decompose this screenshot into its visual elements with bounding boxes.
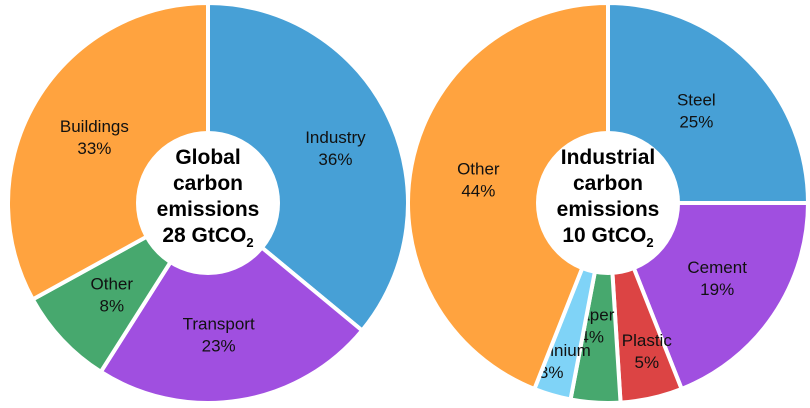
slice-value-industry: 36%	[318, 150, 352, 169]
center-title-line: carbon	[173, 172, 243, 195]
slice-value-other: 44%	[461, 181, 495, 200]
center-title-line: Global	[175, 146, 240, 169]
slice-industry	[206, 0, 410, 334]
slice-label-other: Other	[457, 159, 500, 178]
center-title-line: emissions	[157, 198, 260, 221]
slice-label-steel: Steel	[677, 91, 716, 110]
global-emissions-donut: Industry 36% Transport 23% Other 8% Buildings 3…	[6, 0, 410, 405]
slice-value-paper: 4%	[579, 328, 604, 347]
slice-value-cement: 19%	[700, 280, 734, 299]
slice-value-buildings: 33%	[77, 139, 111, 158]
center-title-line: carbon	[573, 172, 643, 195]
center-total: 28 GtCO2	[162, 224, 253, 250]
slice-other	[406, 0, 610, 392]
slice-label-transport: Transport	[183, 314, 255, 333]
slice-transport	[98, 200, 365, 405]
slice-value-aluminium: 3%	[539, 363, 564, 382]
slice-label-industry: Industry	[305, 128, 366, 147]
center-title-line: emissions	[557, 198, 660, 221]
slice-value-other: 8%	[99, 296, 124, 315]
slice-label-other: Other	[91, 274, 134, 293]
donut-hole	[136, 131, 280, 275]
slice-label-buildings: Buildings	[60, 117, 129, 136]
slice-label-plastic: Plastic	[622, 331, 673, 350]
slice-value-transport: 23%	[202, 336, 236, 355]
center-title-line: Industrial	[561, 146, 656, 169]
slice-label-cement: Cement	[687, 258, 747, 277]
slice-value-plastic: 5%	[635, 353, 660, 372]
industrial-emissions-donut: Steel25%Cement19%Plastic5%Paper4%Alumini…	[406, 0, 810, 405]
slice-value-steel: 25%	[679, 113, 713, 132]
donut-hole	[536, 131, 680, 275]
center-total: 10 GtCO2	[562, 224, 653, 250]
